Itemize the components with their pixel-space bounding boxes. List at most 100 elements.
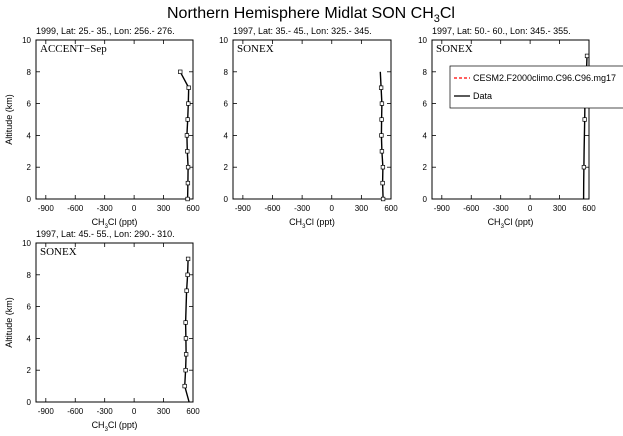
- x-tick-label: 600: [186, 407, 200, 416]
- y-tick-label: 4: [27, 334, 32, 343]
- x-tick-label: 300: [553, 204, 567, 213]
- x-tick-label: -300: [493, 204, 510, 213]
- x-tick-label: 300: [355, 204, 369, 213]
- y-tick-label: 4: [224, 131, 229, 140]
- data-marker: [185, 196, 190, 202]
- data-marker: [582, 117, 587, 122]
- data-marker: [183, 320, 188, 325]
- data-marker: [185, 272, 190, 277]
- x-tick-label: 0: [330, 204, 335, 213]
- data-marker: [186, 101, 191, 106]
- y-tick-label: 6: [27, 100, 32, 109]
- y-tick-label: 4: [423, 131, 428, 140]
- panel-3: 1997, Lat: 50.- 60., Lon: 345.- 355. SONE…: [418, 26, 596, 230]
- y-tick-label: 10: [418, 36, 427, 45]
- y-tick-label: 6: [423, 100, 428, 109]
- x-tick-label: -900: [38, 204, 55, 213]
- x-axis-label: CH3Cl (ppt): [488, 217, 534, 230]
- panels-group: 1999, Lat: 25.- 35., Lon: 256.- 276. ACCE…: [4, 26, 596, 433]
- x-tick-label: 300: [157, 407, 171, 416]
- y-tick-label: 8: [27, 68, 32, 77]
- data-marker: [379, 117, 384, 122]
- data-marker: [183, 336, 189, 341]
- legend-label: Data: [473, 91, 492, 101]
- campaign-label: ACCENT−Sep: [40, 43, 107, 55]
- x-axis-label: CH3Cl (ppt): [92, 420, 138, 433]
- data-marker: [378, 85, 384, 90]
- x-tick-label: -300: [97, 204, 114, 213]
- y-tick-label: 2: [27, 163, 32, 172]
- x-tick-label: -900: [38, 407, 55, 416]
- x-tick-label: -600: [463, 204, 480, 213]
- x-tick-label: 0: [132, 407, 137, 416]
- y-tick-label: 0: [27, 195, 32, 204]
- y-tick-label: 0: [224, 195, 229, 204]
- y-tick-label: 6: [27, 303, 32, 312]
- x-tick-label: -300: [294, 204, 311, 213]
- campaign-label: SONEX: [237, 43, 274, 55]
- x-tick-label: -600: [264, 204, 281, 213]
- data-marker: [584, 53, 590, 59]
- data-marker: [185, 180, 191, 186]
- data-marker: [185, 165, 191, 170]
- y-tick-label: 8: [423, 68, 428, 77]
- y-tick-label: 10: [22, 239, 31, 248]
- x-tick-label: 600: [384, 204, 398, 213]
- y-axis-label: Altitude (km): [4, 297, 14, 348]
- y-tick-label: 8: [224, 68, 229, 77]
- y-tick-label: 2: [27, 366, 32, 375]
- figure-title: Northern Hemisphere Midlat SON CH3Cl: [167, 5, 455, 25]
- data-marker: [380, 165, 386, 170]
- data-marker: [380, 196, 386, 202]
- data-marker: [184, 133, 190, 138]
- campaign-label: SONEX: [436, 43, 473, 55]
- panel-header: 1997, Lat: 50.- 60., Lon: 345.- 355.: [432, 26, 571, 36]
- y-tick-label: 10: [22, 36, 31, 45]
- data-marker: [185, 117, 190, 122]
- x-tick-label: 600: [186, 204, 200, 213]
- data-marker: [379, 101, 385, 106]
- legend-label: CESM2.F2000climo.C96.C96.mg17: [473, 73, 616, 83]
- data-marker: [379, 149, 385, 154]
- x-tick-label: 0: [528, 204, 533, 213]
- data-marker: [379, 133, 384, 138]
- data-marker: [185, 256, 191, 262]
- plot-frame: [35, 242, 194, 403]
- x-tick-label: -300: [97, 407, 114, 416]
- y-tick-label: 0: [423, 195, 428, 204]
- data-marker: [178, 69, 183, 74]
- y-tick-label: 6: [224, 100, 229, 109]
- data-marker: [185, 149, 190, 154]
- data-marker: [182, 383, 187, 389]
- y-tick-label: 4: [27, 131, 32, 140]
- campaign-label: SONEX: [40, 246, 77, 258]
- y-tick-label: 0: [27, 398, 32, 407]
- x-axis-label: CH3Cl (ppt): [289, 217, 335, 230]
- data-marker: [186, 85, 191, 90]
- panel-header: 1997, Lat: 45.- 55., Lon: 290.- 310.: [36, 229, 175, 239]
- plot-frame: [232, 39, 392, 200]
- plot-frame: [35, 39, 194, 200]
- legend: CESM2.F2000climo.C96.C96.mg17 Data: [449, 65, 623, 109]
- x-tick-label: 0: [132, 204, 137, 213]
- y-tick-label: 8: [27, 271, 32, 280]
- x-tick-label: -900: [434, 204, 451, 213]
- y-tick-label: 2: [224, 163, 229, 172]
- panel-header: 1997, Lat: 35.- 45., Lon: 325.- 345.: [233, 26, 372, 36]
- x-tick-label: 300: [157, 204, 171, 213]
- x-tick-label: -900: [235, 204, 252, 213]
- data-marker: [183, 368, 188, 373]
- panel-2: 1997, Lat: 35.- 45., Lon: 325.- 345. SONE…: [219, 26, 398, 230]
- x-tick-label: -600: [67, 204, 84, 213]
- data-series-line: [183, 258, 190, 403]
- x-tick-label: 600: [582, 204, 596, 213]
- x-tick-label: -600: [67, 407, 84, 416]
- panel-1: 1999, Lat: 25.- 35., Lon: 256.- 276. ACCE…: [4, 26, 200, 230]
- y-tick-label: 10: [219, 36, 228, 45]
- data-marker: [380, 180, 385, 186]
- data-marker: [183, 352, 189, 357]
- y-tick-label: 2: [423, 163, 428, 172]
- plot-frame: [431, 39, 590, 200]
- data-marker: [581, 165, 587, 170]
